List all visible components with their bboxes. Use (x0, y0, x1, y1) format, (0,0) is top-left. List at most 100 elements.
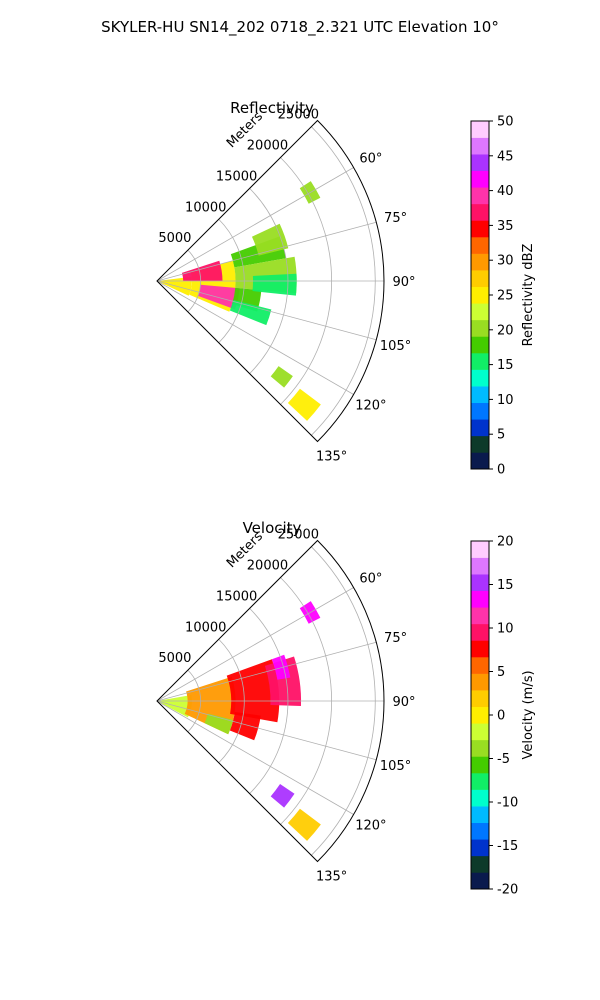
velocity-colorbar-band (471, 789, 489, 807)
reflectivity-colorbar-tick-label: 50 (497, 115, 514, 130)
reflectivity-colorbar-band (471, 121, 489, 138)
reflectivity-colorbar-tick-label: 0 (497, 463, 505, 478)
velocity-azimuth-spoke (156, 700, 354, 815)
reflectivity-azimuth-spoke (156, 167, 354, 282)
reflectivity-azimuth-spoke (156, 221, 377, 282)
reflectivity-colorbar-band (471, 187, 489, 205)
velocity-colorbar-tick-label: -20 (497, 883, 518, 898)
reflectivity-azimuth-tick-label: 60° (359, 152, 382, 167)
reflectivity-echo-region (251, 223, 289, 256)
velocity-azimuth-tick-label: 75° (384, 631, 407, 646)
velocity-colorbar-tick-label: 15 (497, 578, 514, 593)
reflectivity-colorbar-band (471, 154, 489, 172)
reflectivity-colorbar-tick-label: 40 (497, 184, 514, 199)
velocity-azimuth-tick-label: 90° (392, 695, 415, 710)
velocity-azimuth-tick-label: 135° (316, 870, 347, 885)
velocity-colorbar-band (471, 541, 489, 558)
reflectivity-radial-tick-label: 15000 (216, 169, 257, 184)
reflectivity-radial-tick-label: 10000 (185, 200, 226, 215)
reflectivity-colorbar-tick-label: 25 (497, 289, 514, 304)
velocity-colorbar-band (471, 657, 489, 674)
velocity-colorbar-band (471, 756, 489, 774)
reflectivity-colorbar-tick-label: 20 (497, 323, 514, 338)
velocity-colorbar-band (471, 574, 489, 592)
reflectivity-echo-region (157, 276, 192, 296)
velocity-colorbar-tick-label: -15 (497, 839, 518, 854)
velocity-colorbar-label: Velocity (m/s) (521, 670, 536, 759)
reflectivity-colorbar-band (471, 452, 489, 470)
velocity-azimuth-spoke (156, 587, 354, 702)
reflectivity-echo-region (287, 388, 321, 421)
velocity-colorbar-tick-label: 10 (497, 622, 514, 637)
velocity-radial-tick-label: 20000 (247, 559, 288, 574)
velocity-colorbar-band (471, 690, 489, 708)
velocity-colorbar-band (471, 623, 489, 641)
velocity-colorbar-band (471, 640, 489, 658)
velocity-azimuth-tick-label: 105° (380, 759, 411, 774)
reflectivity-colorbar-label: Reflectivity dBZ (521, 244, 536, 347)
reflectivity-azimuth-spoke (156, 280, 377, 341)
velocity-colorbar-band (471, 855, 489, 873)
reflectivity-azimuth-spoke (156, 280, 354, 395)
reflectivity-colorbar-band (471, 253, 489, 271)
velocity-echo-region (229, 711, 261, 741)
velocity-azimuth-tick-label: 120° (355, 819, 386, 834)
reflectivity-echo-region (198, 284, 240, 310)
reflectivity-colorbar-tick-label: 5 (497, 428, 505, 443)
reflectivity-echo-region (181, 260, 223, 281)
reflectivity-azimuth-tick-label: 105° (380, 339, 411, 354)
reflectivity-colorbar-band (471, 402, 489, 420)
velocity-radial-tick-label: 25000 (278, 528, 319, 543)
velocity-azimuth-spoke (156, 700, 377, 761)
figure-suptitle: SKYLER-HU SN14_202 0718_2.321 UTC Elevat… (101, 18, 499, 37)
reflectivity-azimuth-tick-label: 120° (355, 399, 386, 414)
velocity-colorbar-tick-label: 5 (497, 665, 505, 680)
reflectivity-azimuth-tick-label: 75° (384, 211, 407, 226)
velocity-colorbar-band (471, 607, 489, 625)
reflectivity-colorbar-band (471, 386, 489, 404)
reflectivity-colorbar-band (471, 369, 489, 387)
velocity-echo-region (270, 784, 295, 808)
velocity-echo-region (157, 694, 192, 718)
reflectivity-colorbar-band (471, 353, 489, 370)
velocity-echo-region (226, 659, 280, 723)
velocity-colorbar-band (471, 822, 489, 840)
velocity-panel: Velocity500010000150002000025000Meters60… (156, 519, 536, 898)
reflectivity-colorbar-band (471, 303, 489, 321)
reflectivity-azimuth-tick-label: 135° (316, 450, 347, 465)
reflectivity-colorbar-band (471, 270, 489, 288)
velocity-colorbar-band (471, 673, 489, 691)
reflectivity-radial-tick-label: 25000 (278, 108, 319, 123)
velocity-colorbar-tick-label: 20 (497, 535, 514, 550)
velocity-colorbar-band (471, 590, 489, 608)
reflectivity-echo-region (270, 366, 293, 388)
velocity-azimuth-spoke (156, 641, 377, 702)
reflectivity-colorbar-band (471, 435, 489, 453)
velocity-colorbar-band (471, 557, 489, 575)
reflectivity-colorbar-tick-label: 35 (497, 219, 514, 234)
velocity-echo-region (264, 656, 302, 707)
velocity-echo-region (287, 808, 321, 841)
velocity-echoes (157, 601, 321, 841)
reflectivity-colorbar-band (471, 203, 489, 221)
velocity-colorbar-band (471, 706, 489, 724)
velocity-title: Velocity (243, 519, 302, 537)
reflectivity-colorbar-band (471, 170, 489, 188)
velocity-echo-region (204, 713, 234, 735)
velocity-colorbar-band (471, 739, 489, 757)
reflectivity-colorbar-band (471, 319, 489, 337)
velocity-colorbar-band (471, 773, 489, 790)
reflectivity-colorbar-tick-label: 45 (497, 149, 514, 164)
reflectivity-panel: Reflectivity500010000150002000025000Mete… (156, 99, 536, 478)
velocity-sector-frame (156, 539, 385, 863)
reflectivity-colorbar-band (471, 336, 489, 354)
velocity-azimuth-tick-label: 60° (359, 572, 382, 587)
reflectivity-title: Reflectivity (230, 99, 314, 117)
velocity-colorbar-tick-label: 0 (497, 709, 505, 724)
reflectivity-colorbar-tick-label: 10 (497, 393, 514, 408)
velocity-colorbar-band (471, 839, 489, 857)
velocity-colorbar-tick-label: -5 (497, 752, 510, 767)
reflectivity-radial-tick-label: 5000 (158, 231, 191, 246)
velocity-echo-region (271, 654, 291, 680)
